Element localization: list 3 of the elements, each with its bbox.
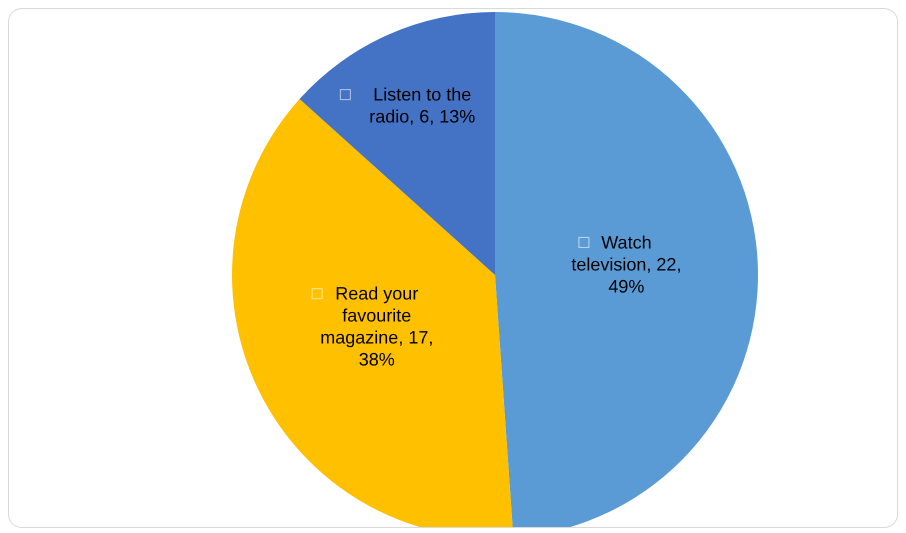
legend-label: Watch television, 22, 49%	[571, 232, 682, 296]
legend-label: Read your favourite magazine, 17, 38%	[320, 284, 434, 370]
legend-label: Listen to the radio, 6, 13%	[369, 84, 476, 127]
